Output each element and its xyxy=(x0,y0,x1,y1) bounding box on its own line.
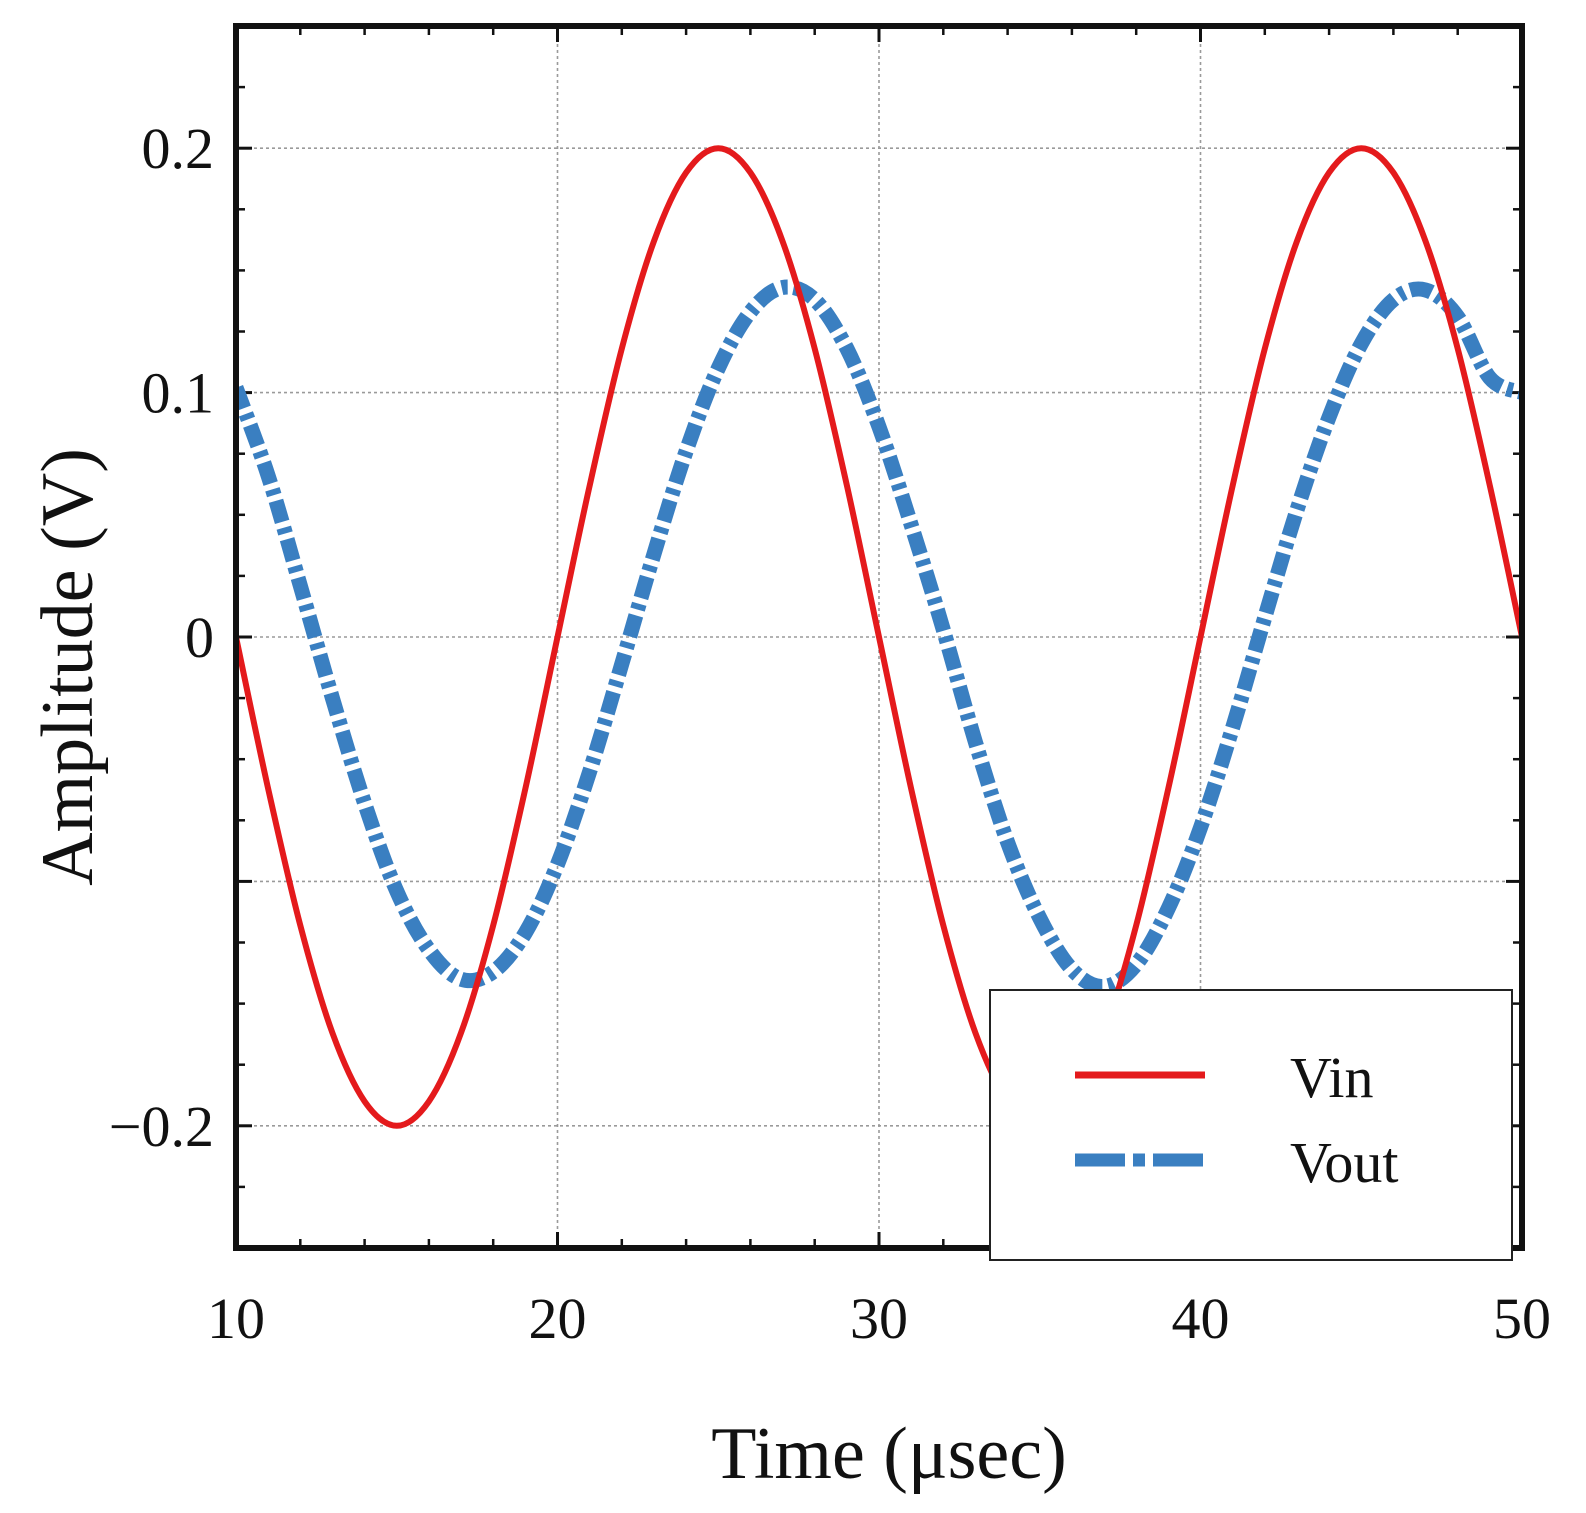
x-tick-label: 20 xyxy=(529,1286,587,1351)
series-line-vin xyxy=(236,145,1522,1129)
data-point-vout xyxy=(1103,985,1105,987)
data-point-vin xyxy=(685,172,687,174)
data-point-vin xyxy=(1489,484,1491,486)
x-tick-label: 30 xyxy=(850,1286,908,1351)
data-point-vout xyxy=(782,287,784,289)
x-tick-label: 50 xyxy=(1493,1286,1551,1351)
data-point-vin xyxy=(428,1100,430,1102)
legend-box xyxy=(989,989,1513,1261)
data-point-vout xyxy=(557,863,559,865)
data-point-vout xyxy=(685,450,687,452)
data-point-vin xyxy=(1167,788,1169,790)
data-point-vout xyxy=(814,299,816,301)
data-point-vout xyxy=(1457,316,1459,318)
data-point-vout xyxy=(846,348,848,350)
data-point-vin xyxy=(910,788,912,790)
y-tick-label: 0 xyxy=(185,605,214,670)
data-point-vin xyxy=(1296,240,1298,242)
data-point-vin xyxy=(717,147,719,149)
data-point-vout xyxy=(1007,841,1009,843)
legend-label-vout: Vout xyxy=(1290,1130,1399,1195)
data-point-vout xyxy=(1200,827,1202,829)
y-tick-label: −0.2 xyxy=(109,1094,214,1159)
data-point-vout xyxy=(1071,968,1073,970)
data-point-vin xyxy=(1200,636,1202,638)
x-tick-label: 40 xyxy=(1172,1286,1230,1351)
data-point-vout xyxy=(299,585,301,587)
data-point-vin xyxy=(331,1032,333,1034)
data-point-vout xyxy=(492,971,494,973)
data-point-vin xyxy=(974,1032,976,1034)
data-point-vout xyxy=(653,553,655,555)
data-point-vin xyxy=(460,1032,462,1034)
data-point-vout xyxy=(910,524,912,526)
x-tick-labels: 10 20 30 40 50 xyxy=(207,1286,1551,1351)
data-point-vin xyxy=(878,636,880,638)
data-point-vin xyxy=(1457,348,1459,350)
data-point-vout xyxy=(267,475,269,477)
data-point-vin xyxy=(749,172,751,174)
y-tick-label: 0.2 xyxy=(142,116,215,181)
data-point-vin xyxy=(621,348,623,350)
data-point-vin xyxy=(299,924,301,926)
data-point-vout xyxy=(1425,289,1427,291)
data-point-vin xyxy=(364,1100,366,1102)
data-point-vin xyxy=(589,484,591,486)
data-point-vout xyxy=(396,890,398,892)
series-layer xyxy=(236,145,1522,1129)
data-point-vout xyxy=(974,741,976,743)
legend: Vin Vout xyxy=(989,989,1513,1261)
data-point-vin xyxy=(1135,924,1137,926)
data-point-vin xyxy=(1328,172,1330,174)
data-point-vout xyxy=(717,367,719,369)
data-point-vout xyxy=(1296,509,1298,511)
data-point-vin xyxy=(846,484,848,486)
data-point-vout xyxy=(1135,963,1137,965)
data-point-vin xyxy=(396,1125,398,1127)
data-point-vin xyxy=(942,924,944,926)
data-point-vout xyxy=(364,802,366,804)
data-point-vin xyxy=(267,788,269,790)
data-point-vin xyxy=(524,788,526,790)
data-point-vout xyxy=(428,949,430,951)
data-point-vout xyxy=(621,663,623,665)
data-point-vin xyxy=(814,348,816,350)
data-point-vout xyxy=(942,629,944,631)
data-point-vout xyxy=(331,697,333,699)
data-point-vin xyxy=(1232,484,1234,486)
data-point-vout xyxy=(1264,616,1266,618)
data-point-vout xyxy=(1167,907,1169,909)
data-point-vin xyxy=(782,240,784,242)
data-point-vin xyxy=(1264,348,1266,350)
data-point-vout xyxy=(1360,343,1362,345)
y-tick-label: 0.1 xyxy=(142,361,215,426)
data-point-vout xyxy=(460,978,462,980)
data-point-vout xyxy=(878,426,880,428)
y-axis-label: Amplitude (V) xyxy=(27,448,109,886)
data-point-vin xyxy=(653,240,655,242)
y-tick-labels: 0.2 0.1 0 −0.2 xyxy=(109,116,214,1159)
data-point-vin xyxy=(492,924,494,926)
data-point-vin xyxy=(1425,240,1427,242)
plot-frame xyxy=(233,23,1525,1251)
x-axis-label: Time (μsec) xyxy=(711,1413,1067,1495)
legend-label-vin: Vin xyxy=(1290,1045,1374,1110)
data-point-vout xyxy=(1489,377,1491,379)
data-point-vin xyxy=(1392,172,1394,174)
series-line-vout xyxy=(236,279,1522,995)
data-point-vout xyxy=(749,311,751,313)
data-point-vout xyxy=(1328,416,1330,418)
data-point-vin xyxy=(557,636,559,638)
data-point-vout xyxy=(1039,917,1041,919)
data-point-vin xyxy=(1360,147,1362,149)
data-point-vout xyxy=(1392,299,1394,301)
x-tick-label: 10 xyxy=(207,1286,265,1351)
data-point-vout xyxy=(1232,726,1234,728)
data-point-vout xyxy=(524,932,526,934)
data-point-vout xyxy=(589,770,591,772)
